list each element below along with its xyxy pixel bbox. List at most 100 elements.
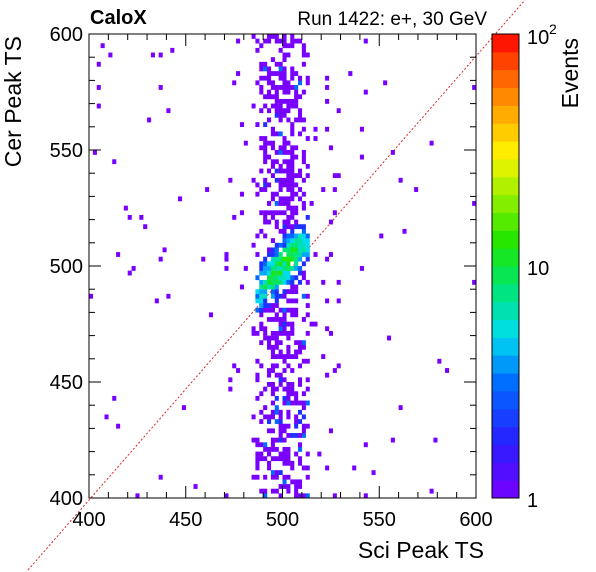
heatmap-cell	[336, 279, 341, 285]
heatmap-cell	[274, 395, 279, 401]
heatmap-cell	[437, 358, 442, 364]
heatmap-cell	[278, 414, 283, 420]
heatmap-cell	[282, 89, 287, 95]
colorbar-step	[492, 87, 519, 106]
heatmap-cell	[301, 493, 306, 498]
heatmap-cell	[325, 256, 330, 262]
heatmap-cell	[301, 150, 306, 155]
heatmap-cell	[147, 117, 152, 123]
heatmap-cell	[267, 270, 272, 276]
heatmap-cell	[472, 201, 476, 206]
heatmap-cell	[282, 437, 287, 443]
heatmap-cell	[286, 117, 291, 123]
heatmap-cell	[290, 126, 295, 132]
colorbar-step	[492, 355, 519, 374]
heatmap-cell	[270, 80, 275, 86]
heatmap-cell	[286, 43, 291, 49]
heatmap-cell	[301, 238, 306, 243]
heatmap-cell	[263, 154, 268, 160]
heatmap-cell	[278, 150, 283, 155]
heatmap-cell	[297, 242, 303, 248]
heatmap-cell	[274, 409, 279, 415]
heatmap-cell	[239, 210, 244, 216]
heatmap-cell	[332, 210, 337, 216]
heatmap-cell	[270, 173, 275, 179]
heatmap-cell	[135, 493, 140, 498]
heatmap-cell	[267, 168, 272, 174]
heatmap-cell	[274, 256, 279, 262]
heatmap-cell	[255, 437, 260, 443]
heatmap-cell	[166, 108, 171, 114]
heatmap-cell	[259, 456, 264, 462]
heatmap-cell	[294, 38, 299, 44]
colorbar-step	[492, 51, 519, 71]
heatmap-cell	[270, 94, 275, 100]
heatmap-cell	[278, 108, 283, 114]
heatmap-cell	[131, 266, 136, 271]
heatmap-cell	[286, 261, 291, 267]
heatmap-cell	[290, 284, 295, 290]
heatmap-cell	[267, 284, 272, 290]
heatmap-cell	[274, 247, 279, 253]
heatmap-cell	[328, 145, 334, 151]
heatmap-cell	[263, 103, 268, 109]
heatmap-cell	[270, 279, 275, 285]
heatmap-cell	[263, 474, 268, 480]
heatmap-cell	[286, 173, 291, 179]
heatmap-cell	[263, 140, 268, 146]
heatmap-cell	[286, 289, 291, 295]
heatmap-cell	[96, 103, 101, 109]
heatmap-cell	[274, 340, 279, 346]
heatmap-cell	[294, 423, 299, 429]
heatmap-cell	[267, 38, 272, 44]
colorbar-step	[492, 176, 519, 196]
heatmap-cell	[263, 386, 268, 392]
heatmap-cell	[282, 136, 287, 141]
heatmap-cell	[255, 233, 260, 239]
heatmap-cell	[255, 474, 260, 480]
heatmap-cell	[251, 474, 256, 480]
heatmap-cell	[286, 270, 291, 276]
heatmap-cell	[290, 173, 295, 179]
heatmap-cell	[274, 71, 279, 76]
heatmap-cell	[255, 298, 260, 304]
heatmap-cell	[278, 177, 283, 183]
heatmap-cell	[332, 493, 337, 498]
colorbar-step	[492, 194, 519, 213]
heatmap-cell	[270, 103, 275, 109]
heatmap-cell	[278, 196, 283, 202]
heatmap-cell	[305, 247, 310, 253]
heatmap-cell	[278, 451, 283, 457]
heatmap-cell	[383, 80, 388, 86]
heatmap-cell	[305, 252, 310, 257]
heatmap-cell	[270, 363, 275, 369]
heatmap-cell	[328, 330, 334, 336]
heatmap-cell	[305, 386, 310, 392]
heatmap-cell	[290, 233, 295, 239]
heatmap-cell	[274, 354, 279, 359]
heatmap-cell	[267, 446, 272, 452]
heatmap-cell	[297, 266, 303, 271]
heatmap-cell	[116, 252, 121, 257]
heatmap-cell	[282, 321, 287, 327]
heatmap-cell	[224, 256, 229, 262]
heatmap-cell	[294, 256, 299, 262]
heatmap-cell	[297, 340, 303, 346]
heatmap-cell	[290, 159, 295, 165]
heatmap-cell	[274, 201, 279, 206]
heatmap-cell	[294, 275, 299, 281]
heatmap-cell	[243, 266, 248, 271]
colorbar	[492, 34, 519, 499]
heatmap-cell	[286, 409, 291, 415]
heatmap-cell	[297, 247, 303, 253]
heatmap-cell	[290, 238, 295, 243]
heatmap-cell	[267, 368, 272, 373]
heatmap-cell	[286, 238, 291, 243]
heatmap-cell	[282, 474, 287, 480]
heatmap-cell	[236, 38, 241, 44]
heatmap-cell	[270, 368, 275, 373]
heatmap-cell	[297, 75, 303, 81]
heatmap-cell	[286, 201, 291, 206]
heatmap-cell	[158, 474, 163, 480]
heatmap-cell	[267, 94, 272, 100]
